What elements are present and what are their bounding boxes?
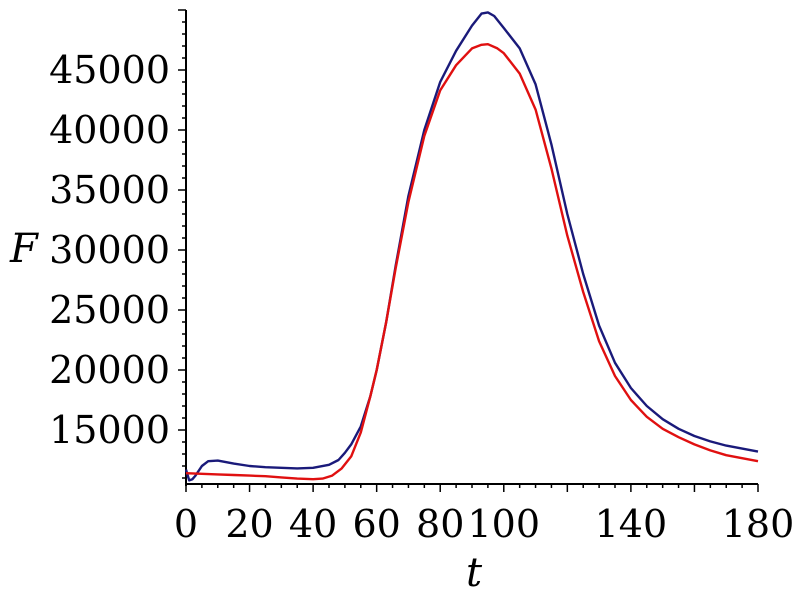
series-line-2	[185, 43, 759, 481]
y-tick-label: 45000	[49, 48, 170, 92]
x-tick-label: 100	[468, 502, 541, 546]
x-tick-label: 0	[174, 502, 198, 546]
y-axis-label: F	[9, 226, 39, 272]
x-tick-label: 140	[595, 502, 668, 546]
x-tick-label: 60	[352, 502, 400, 546]
y-tick-label: 40000	[49, 108, 170, 152]
y-tick-label: 30000	[49, 228, 170, 272]
y-tick-label: 35000	[49, 168, 170, 212]
axes	[185, 10, 758, 486]
series-group	[184, 11, 759, 482]
x-axis-label: t	[466, 550, 483, 596]
x-tick-label: 80	[416, 502, 464, 546]
labels: F t	[9, 226, 483, 596]
x-tick-label: 40	[289, 502, 337, 546]
series-line-1	[184, 11, 759, 482]
y-tick-label: 15000	[49, 408, 170, 452]
y-tick-label: 25000	[49, 288, 170, 332]
x-tick-label: 180	[722, 502, 795, 546]
y-tick-label: 20000	[49, 348, 170, 392]
ticks: 0 20 40 60 80 100 140 180 15000 20000 25000 30000 35…	[49, 9, 795, 546]
x-tick-label: 20	[225, 502, 273, 546]
